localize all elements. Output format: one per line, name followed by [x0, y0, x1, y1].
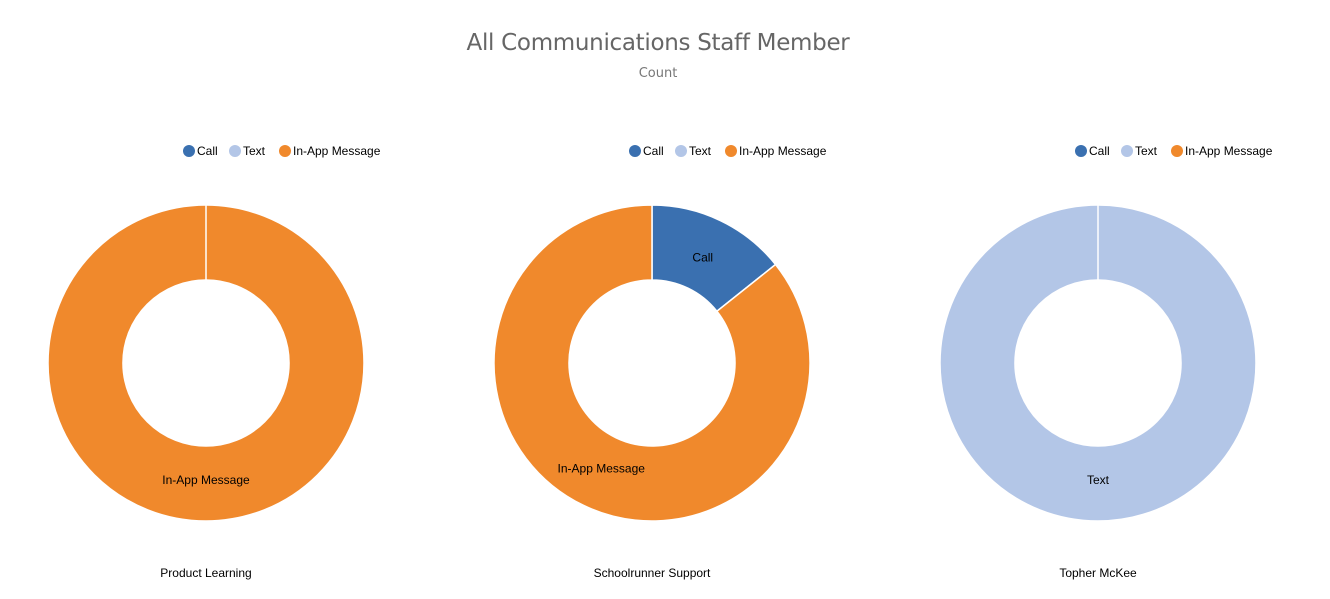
legend-marker-text[interactable] [675, 145, 687, 157]
chart-subtitle: Count [638, 66, 678, 81]
legend-label[interactable]: Call [197, 144, 218, 158]
legend-marker-in-app-message[interactable] [1171, 145, 1183, 157]
chart-name: Topher McKee [1059, 566, 1137, 580]
legend-marker-in-app-message[interactable] [725, 145, 737, 157]
legend-label[interactable]: In-App Message [739, 144, 827, 158]
legend-label[interactable]: Text [243, 144, 266, 158]
legend-label[interactable]: In-App Message [293, 144, 381, 158]
chart-title: All Communications Staff Member [466, 30, 850, 56]
chart-name: Schoolrunner Support [594, 566, 711, 580]
legend-marker-text[interactable] [229, 145, 241, 157]
legend-marker-call[interactable] [183, 145, 195, 157]
legend-label[interactable]: Text [689, 144, 712, 158]
legend-marker-text[interactable] [1121, 145, 1133, 157]
legend-marker-call[interactable] [1075, 145, 1087, 157]
legend-marker-call[interactable] [629, 145, 641, 157]
legend-label[interactable]: In-App Message [1185, 144, 1273, 158]
legend-label[interactable]: Call [643, 144, 664, 158]
slice-in-app-message[interactable] [493, 204, 811, 522]
slice-in-app-message[interactable] [47, 204, 365, 522]
slice-label: In-App Message [162, 473, 250, 487]
slice-label: Text [1087, 473, 1110, 487]
legend-label[interactable]: Text [1135, 144, 1158, 158]
slice-label: Call [692, 251, 713, 265]
slice-text[interactable] [939, 204, 1257, 522]
chart-name: Product Learning [160, 566, 251, 580]
legend-marker-in-app-message[interactable] [279, 145, 291, 157]
legend-label[interactable]: Call [1089, 144, 1110, 158]
slice-label: In-App Message [558, 461, 646, 475]
